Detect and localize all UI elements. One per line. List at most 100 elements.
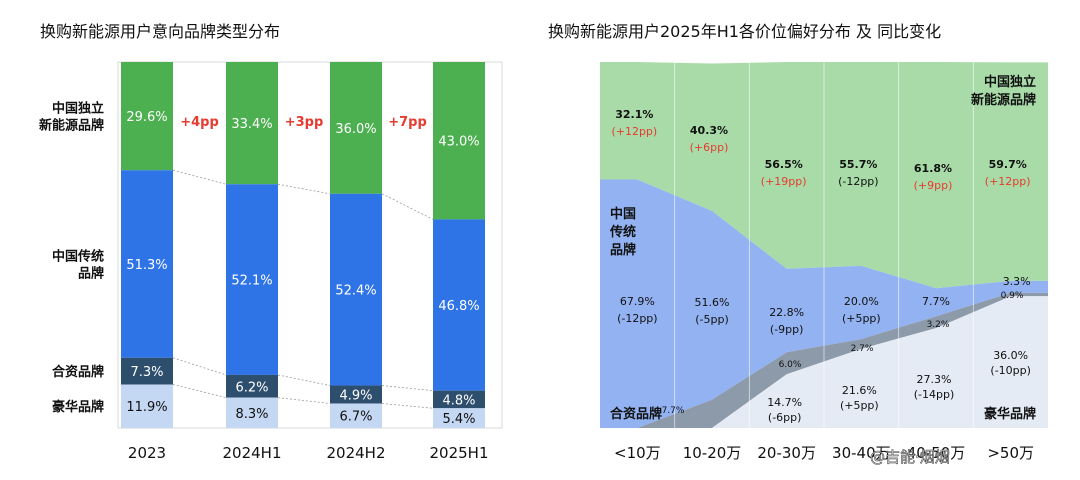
bar-segment bbox=[330, 403, 382, 428]
area-change-label: (-14pp) bbox=[914, 388, 955, 401]
area-change-label: (-5pp) bbox=[695, 313, 729, 326]
bar-value-label: 52.1% bbox=[231, 274, 272, 289]
bar-segment bbox=[330, 62, 382, 194]
series-area-label: 中国独立 bbox=[984, 74, 1036, 90]
area-value-label: 0.9% bbox=[1001, 291, 1024, 301]
series-row-label: 新能源品牌 bbox=[39, 118, 104, 134]
x-tick-label: <10万 bbox=[614, 444, 661, 462]
area-value-label: 27.3% bbox=[917, 373, 952, 386]
series-area-label: 品牌 bbox=[610, 242, 636, 258]
left-chart-title: 换购新能源用户意向品牌类型分布 bbox=[40, 22, 280, 41]
area-change-label: (+19pp) bbox=[761, 175, 807, 188]
bar-segment bbox=[226, 184, 278, 375]
area-value-label: 7.7% bbox=[662, 406, 685, 416]
area-change-label: (+9pp) bbox=[914, 179, 953, 192]
x-tick-label: >50万 bbox=[987, 444, 1034, 462]
bar-segment bbox=[121, 357, 173, 385]
x-tick-label: 30-40万 bbox=[832, 444, 891, 462]
delta-annotation: +3pp bbox=[285, 115, 324, 130]
x-tick-label: 10-20万 bbox=[683, 444, 742, 462]
connector-line bbox=[172, 169, 227, 185]
area-change-label: (+5pp) bbox=[840, 399, 879, 412]
series-area-label: 豪华品牌 bbox=[984, 406, 1036, 422]
bar-segment bbox=[330, 193, 382, 386]
area-value-label: 21.6% bbox=[842, 384, 877, 397]
area-value-label: 55.7% bbox=[839, 158, 877, 171]
bar-segment bbox=[433, 390, 485, 409]
series-row-label: 中国独立 bbox=[52, 101, 104, 117]
series-area-label: 合资品牌 bbox=[610, 406, 662, 422]
bar-value-label: 4.9% bbox=[339, 389, 372, 404]
area-value-label: 67.9% bbox=[620, 295, 655, 308]
bar-segment bbox=[121, 170, 173, 358]
area-change-label: (+12pp) bbox=[611, 125, 657, 138]
bar-value-label: 51.3% bbox=[126, 258, 167, 273]
bar-segment bbox=[121, 384, 173, 428]
bar-value-label: 8.3% bbox=[235, 407, 268, 422]
bar-value-label: 6.7% bbox=[339, 410, 372, 425]
bar-value-label: 36.0% bbox=[335, 122, 376, 137]
area-change-label: (-12pp) bbox=[838, 175, 879, 188]
bar-value-label: 46.8% bbox=[438, 299, 479, 314]
series-row-label: 品牌 bbox=[78, 266, 104, 282]
area-value-label: 59.7% bbox=[989, 158, 1027, 171]
bar-segment bbox=[433, 408, 485, 428]
bar-value-label: 4.8% bbox=[442, 393, 475, 408]
connector-line bbox=[381, 193, 434, 220]
connector-line bbox=[277, 397, 331, 404]
series-area-label: 传统 bbox=[609, 224, 636, 240]
series-row-label: 合资品牌 bbox=[52, 364, 104, 380]
area-value-label: 22.8% bbox=[769, 306, 804, 319]
area-value-label: 40.3% bbox=[690, 124, 728, 137]
area-change-label: (+12pp) bbox=[985, 175, 1031, 188]
area-value-label: 3.3% bbox=[1003, 275, 1031, 288]
connector-line bbox=[381, 385, 434, 392]
left-plot-frame bbox=[117, 61, 503, 429]
connector-line bbox=[172, 357, 227, 376]
x-tick-label: 20-30万 bbox=[757, 444, 816, 462]
series-row-label: 中国传统 bbox=[52, 249, 104, 265]
bar-segment bbox=[330, 385, 382, 404]
area-value-label: 2.7% bbox=[851, 344, 874, 354]
bar-value-label: 6.2% bbox=[235, 380, 268, 395]
bar-value-label: 11.9% bbox=[126, 400, 167, 415]
area-value-label: 7.7% bbox=[922, 295, 950, 308]
bar-value-label: 52.4% bbox=[335, 284, 376, 299]
bar-value-label: 5.4% bbox=[442, 412, 475, 427]
bar-segment bbox=[226, 397, 278, 428]
x-tick-label: 2024H1 bbox=[223, 444, 282, 462]
bar-segment bbox=[226, 62, 278, 185]
area-value-label: 14.7% bbox=[767, 396, 802, 409]
connector-line bbox=[381, 403, 434, 409]
area-change-label: (-6pp) bbox=[768, 411, 802, 424]
bar-segment bbox=[433, 219, 485, 391]
x-tick-label: 2023 bbox=[128, 444, 166, 462]
area-value-label: 32.1% bbox=[615, 108, 653, 121]
right-chart-title: 换购新能源用户2025年H1各价位偏好分布 及 同比变化 bbox=[548, 22, 941, 41]
bar-value-label: 7.3% bbox=[130, 365, 163, 380]
bar-value-label: 29.6% bbox=[126, 110, 167, 125]
bar-segment bbox=[226, 374, 278, 398]
area-value-label: 3.2% bbox=[927, 320, 950, 330]
bar-value-label: 33.4% bbox=[231, 117, 272, 132]
bar-value-label: 43.0% bbox=[438, 135, 479, 150]
delta-annotation: +7pp bbox=[388, 115, 427, 130]
bar-segment bbox=[121, 62, 173, 171]
area-change-label: (-12pp) bbox=[617, 312, 658, 325]
x-tick-label: 40-50万 bbox=[907, 444, 966, 462]
bar-segment bbox=[433, 62, 485, 220]
area-value-label: 51.6% bbox=[695, 296, 730, 309]
area-change-label: (+6pp) bbox=[690, 141, 729, 154]
area-value-label: 56.5% bbox=[765, 158, 803, 171]
connector-line bbox=[172, 384, 227, 399]
x-tick-label: 2025H1 bbox=[430, 444, 489, 462]
area-value-label: 61.8% bbox=[914, 162, 952, 175]
area-value-label: 20.0% bbox=[844, 295, 879, 308]
series-area-label: 中国 bbox=[610, 206, 636, 222]
area-change-label: (+5pp) bbox=[842, 312, 881, 325]
area-change-label: (-10pp) bbox=[990, 364, 1031, 377]
area-value-label: 36.0% bbox=[993, 349, 1028, 362]
connector-line bbox=[277, 374, 331, 386]
area-change-label: (-9pp) bbox=[770, 323, 804, 336]
